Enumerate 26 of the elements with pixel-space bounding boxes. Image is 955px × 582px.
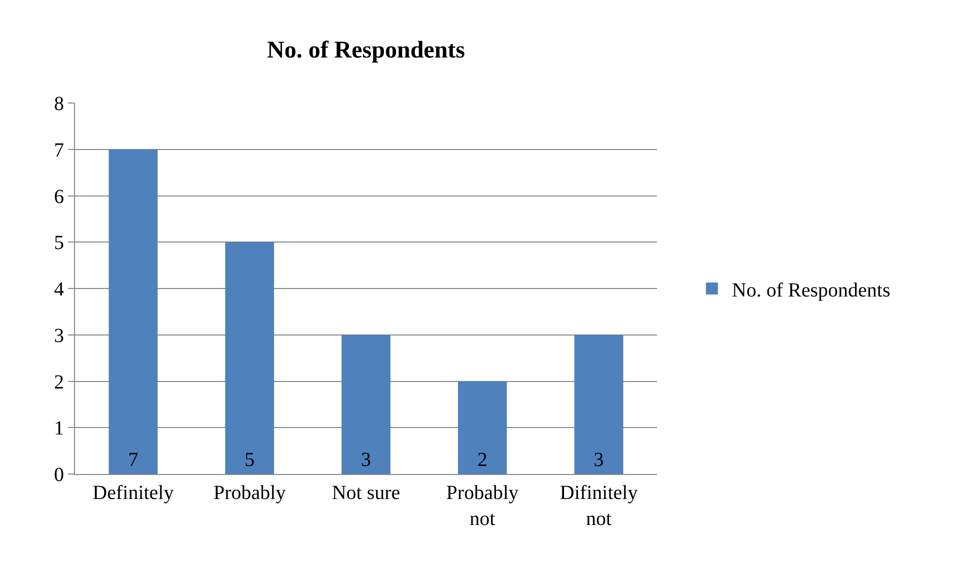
legend-label: No. of Respondents (732, 279, 890, 302)
x-tick-label: Probably not (446, 482, 519, 530)
x-tick-label: Probably (213, 482, 286, 504)
chart-title: No. of Respondents (266, 38, 466, 64)
bar (342, 334, 390, 474)
bar (458, 381, 507, 474)
data-label: 3 (594, 449, 604, 471)
x-tick-label: Definitely (92, 482, 174, 504)
bar (574, 334, 624, 474)
bar (225, 242, 274, 474)
y-tick-label: 4 (54, 278, 64, 300)
y-tick-label: 7 (54, 139, 64, 162)
data-label: 3 (361, 449, 371, 471)
x-tick-label: Difinitely not (560, 482, 638, 530)
y-tick-label: 0 (54, 464, 64, 486)
y-tick-label: 6 (54, 186, 64, 208)
data-label: 7 (128, 449, 138, 471)
y-tick-label: 5 (54, 232, 64, 254)
y-tick-label: 2 (54, 371, 64, 394)
y-tick-label: 1 (54, 418, 64, 440)
y-tick-label: 8 (54, 93, 64, 115)
bar (108, 149, 158, 474)
x-tick-label: Not sure (332, 482, 400, 504)
data-label: 2 (477, 449, 488, 471)
data-label: 5 (244, 449, 255, 471)
y-tick-label: 3 (54, 324, 64, 347)
